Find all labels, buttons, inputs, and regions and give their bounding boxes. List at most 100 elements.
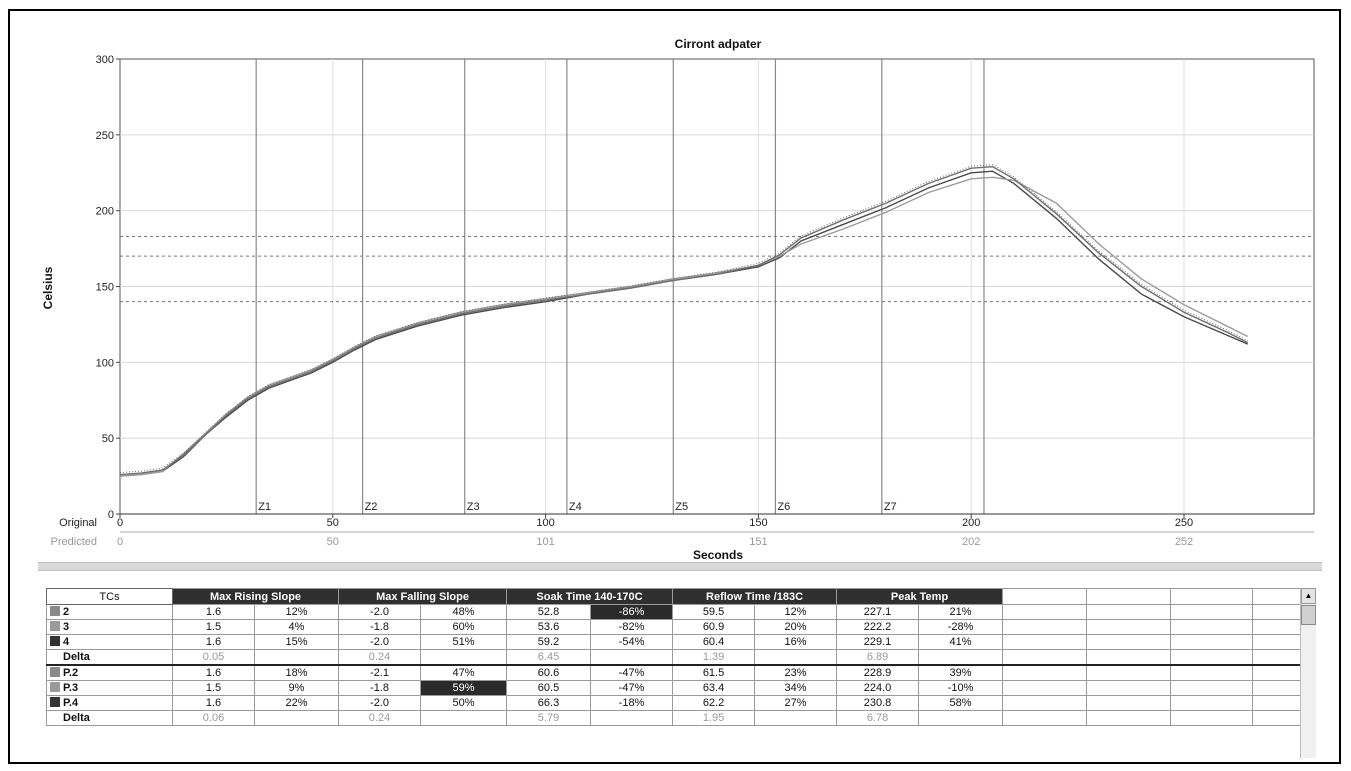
zone-label: Z3	[467, 501, 480, 513]
x-tick-label-predicted: 50	[327, 536, 339, 548]
color-swatch-icon	[50, 682, 60, 692]
value-cell: 23%	[754, 664, 838, 681]
empty-cell	[1252, 695, 1302, 711]
delta-row[interactable]: Delta 0.05 0.24 6.45 1.39 6.89	[46, 649, 1302, 666]
x-axis-label: Seconds	[693, 548, 743, 560]
table-row[interactable]: P.2 1.6 18% -2.1 47% 60.6 -47% 61.5 23% 228.9 39%	[46, 664, 1302, 681]
empty-cell	[1002, 710, 1088, 726]
value-cell: 5.79	[506, 710, 592, 726]
zone-label: Z2	[365, 501, 378, 513]
value-cell: 66.3	[506, 695, 592, 711]
value-cell: 6.78	[836, 710, 920, 726]
empty-cell	[1170, 649, 1254, 666]
tc-name-cell: 3	[46, 619, 173, 635]
value-cell: 59%	[420, 680, 508, 696]
tc-name-label: P.2	[63, 667, 79, 679]
scroll-up-arrow-icon[interactable]: ▲	[1301, 588, 1316, 604]
table-header-row: TCs Max Rising Slope Max Falling Slope S…	[46, 588, 1302, 605]
table-vertical-scrollbar[interactable]: ▲	[1300, 588, 1316, 758]
x-tick-label: 50	[327, 517, 339, 529]
table-body: 2 1.6 12% -2.0 48% 52.8 -86% 59.5 12% 227.1 21% 3 1.…	[46, 604, 1302, 726]
value-cell: -54%	[590, 634, 674, 650]
value-cell: 224.0	[836, 680, 920, 696]
value-cell: 51%	[420, 634, 508, 650]
value-cell: 1.6	[172, 664, 255, 681]
color-swatch-icon	[50, 667, 60, 677]
header-tcs[interactable]: TCs	[46, 588, 173, 605]
value-cell: -2.0	[338, 695, 422, 711]
value-cell: 228.9	[836, 664, 920, 681]
empty-cell	[1086, 634, 1172, 650]
header-peak-temp[interactable]: Peak Temp	[836, 588, 1004, 605]
empty-cell	[1086, 710, 1172, 726]
empty-cell	[1002, 680, 1088, 696]
value-cell: 222.2	[836, 619, 920, 635]
value-cell	[918, 710, 1004, 726]
value-cell: 21%	[918, 604, 1004, 620]
table-row[interactable]: 3 1.5 4% -1.8 60% 53.6 -82% 60.9 20% 222.2 -28%	[46, 619, 1302, 635]
empty-cell	[1170, 604, 1254, 620]
header-soak-time[interactable]: Soak Time 140-170C	[506, 588, 674, 605]
x-axis-original-label: Original	[59, 517, 97, 529]
value-cell: -47%	[590, 664, 674, 681]
empty-cell	[1002, 649, 1088, 666]
empty-cell	[1086, 695, 1172, 711]
value-cell: 1.6	[172, 634, 255, 650]
table-row[interactable]: 2 1.6 12% -2.0 48% 52.8 -86% 59.5 12% 227.1 21%	[46, 604, 1302, 620]
value-cell: 12%	[253, 604, 340, 620]
table-row[interactable]: P.4 1.6 22% -2.0 50% 66.3 -18% 62.2 27% 230.8 58%	[46, 695, 1302, 711]
header-reflow-time[interactable]: Reflow Time /183C	[672, 588, 838, 605]
zone-label: Z1	[258, 501, 271, 513]
chart-title: Cirront adpater	[675, 37, 762, 51]
empty-cell	[1252, 710, 1302, 726]
value-cell: 59.5	[672, 604, 756, 620]
value-cell: -10%	[918, 680, 1004, 696]
tc-name-cell: P.3	[46, 680, 173, 696]
empty-cell	[1252, 604, 1302, 620]
value-cell: 0.06	[172, 710, 255, 726]
y-tick-label: 0	[108, 509, 114, 521]
value-cell: 60.9	[672, 619, 756, 635]
empty-cell	[1002, 664, 1088, 681]
value-cell: -86%	[590, 604, 674, 620]
tc-name-cell: 2	[46, 604, 173, 620]
x-tick-label: 200	[962, 517, 980, 529]
empty-cell	[1170, 619, 1254, 635]
value-cell: 230.8	[836, 695, 920, 711]
value-cell	[420, 649, 508, 666]
value-cell: -28%	[918, 619, 1004, 635]
value-cell	[754, 649, 838, 666]
header-max-rising-slope[interactable]: Max Rising Slope	[171, 588, 340, 605]
value-cell	[590, 710, 674, 726]
scroll-thumb[interactable]	[1301, 605, 1316, 625]
tc-name-label: P.3	[63, 682, 79, 694]
value-cell	[253, 710, 340, 726]
value-cell: 60.4	[672, 634, 756, 650]
value-cell: 41%	[918, 634, 1004, 650]
value-cell: 53.6	[506, 619, 592, 635]
value-cell: 0.24	[338, 649, 422, 666]
y-tick-label: 100	[96, 357, 114, 369]
tc-name-label: Delta	[63, 712, 90, 724]
value-cell: 16%	[754, 634, 838, 650]
delta-row[interactable]: Delta 0.06 0.24 5.79 1.95 6.78	[46, 710, 1302, 726]
header-max-falling-slope[interactable]: Max Falling Slope	[338, 588, 508, 605]
value-cell: 20%	[754, 619, 838, 635]
table-row[interactable]: P.3 1.5 9% -1.8 59% 60.5 -47% 63.4 34% 224.0 -10%	[46, 680, 1302, 696]
pane-splitter[interactable]	[38, 562, 1322, 571]
header-empty	[1170, 588, 1254, 605]
zone-label: Z5	[675, 501, 688, 513]
value-cell	[253, 649, 340, 666]
color-swatch-icon	[50, 621, 60, 631]
tc-name-label: 3	[63, 621, 70, 633]
x-tick-label: 250	[1175, 517, 1193, 529]
tc-name-cell: P.4	[46, 695, 173, 711]
zone-label: Z6	[777, 501, 790, 513]
empty-cell	[1086, 649, 1172, 666]
empty-cell	[1252, 634, 1302, 650]
x-tick-label-predicted: 151	[749, 536, 767, 548]
x-tick-label-predicted: 252	[1175, 536, 1193, 548]
empty-cell	[1252, 680, 1302, 696]
table-row[interactable]: 4 1.6 15% -2.0 51% 59.2 -54% 60.4 16% 229.1 41%	[46, 634, 1302, 650]
value-cell: 60.6	[506, 664, 592, 681]
